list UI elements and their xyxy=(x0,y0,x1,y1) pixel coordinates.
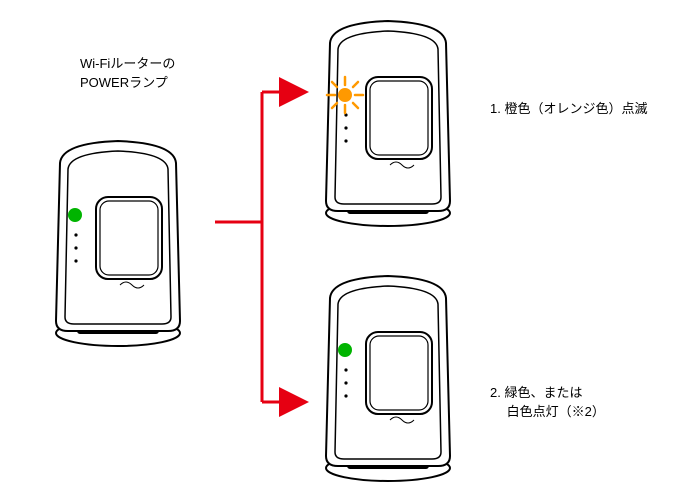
power-led-icon xyxy=(338,343,352,357)
router-state-2 xyxy=(310,270,470,490)
router-illustration xyxy=(310,15,470,235)
router-illustration xyxy=(310,270,470,490)
state-2-label: 2. 緑色、または 白色点灯（※2） xyxy=(490,384,605,422)
router-state-1 xyxy=(310,15,470,235)
power-led-icon xyxy=(338,88,352,102)
state-1-label: 1. 橙色（オレンジ色）点滅 xyxy=(490,100,647,119)
source-power-lamp-label: Wi-Fiルーターの POWERランプ xyxy=(80,55,175,93)
router-source xyxy=(40,135,200,355)
power-led-icon xyxy=(68,208,82,222)
router-illustration xyxy=(40,135,200,355)
